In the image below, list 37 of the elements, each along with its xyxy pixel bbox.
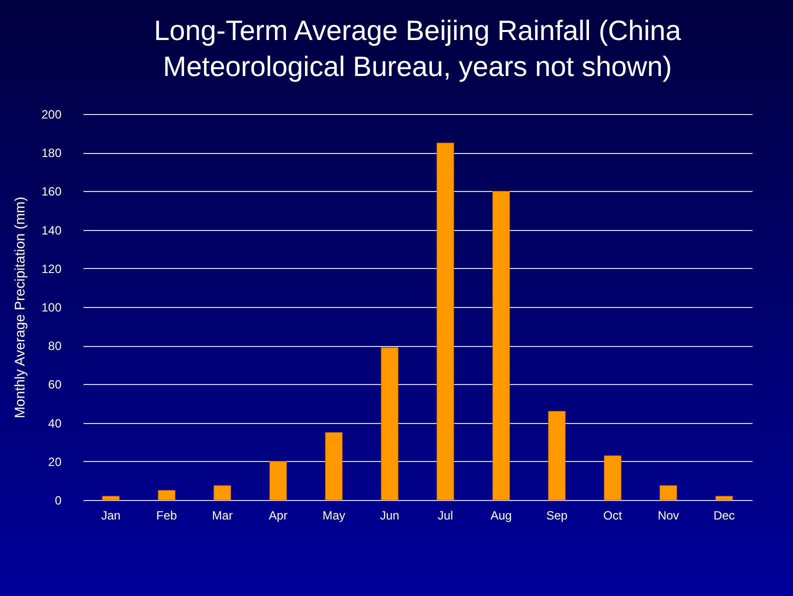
y-tick-label: 140 <box>41 223 62 238</box>
x-tick-label: Sep <box>546 508 568 522</box>
bar <box>715 496 733 500</box>
chart-title: Long-Term Average Beijing Rainfall (China Meteorological Bureau, years not shown) <box>154 15 682 82</box>
y-tick-label: 40 <box>48 416 62 430</box>
x-tick-label: Jun <box>380 508 400 522</box>
bar <box>492 190 510 500</box>
y-tick-label: 160 <box>41 184 62 199</box>
bar <box>548 410 566 500</box>
x-tick-label: Oct <box>603 508 623 522</box>
y-tick-label: 100 <box>41 300 62 314</box>
x-tick-label: Apr <box>268 508 288 522</box>
x-tick-label: Jan <box>101 508 121 522</box>
bar <box>214 485 232 500</box>
bar <box>269 461 287 500</box>
y-tick-label: 0 <box>54 494 62 508</box>
x-tick-label: Dec <box>713 508 735 522</box>
y-tick-label: 180 <box>41 146 62 160</box>
x-tick-label: May <box>322 508 346 522</box>
bar <box>102 496 120 500</box>
bar <box>660 485 678 500</box>
x-tick-label: Jul <box>438 508 454 522</box>
y-tick-label: 80 <box>48 339 62 354</box>
y-tick-label: 120 <box>41 262 62 276</box>
bar <box>436 142 454 500</box>
y-tick-label: 60 <box>48 378 62 392</box>
y-tick-label: 200 <box>41 108 62 122</box>
bar <box>380 347 398 500</box>
bar <box>604 455 622 500</box>
x-tick-label: Nov <box>658 508 680 522</box>
y-tick-label: 20 <box>48 454 62 469</box>
bar <box>158 490 176 500</box>
y-axis-title: Monthly Average Precipitation (mm) <box>11 196 28 418</box>
x-tick-label: Feb <box>156 508 178 522</box>
bar <box>325 432 343 500</box>
x-tick-label: Aug <box>490 508 512 522</box>
x-tick-label: Mar <box>212 508 233 522</box>
